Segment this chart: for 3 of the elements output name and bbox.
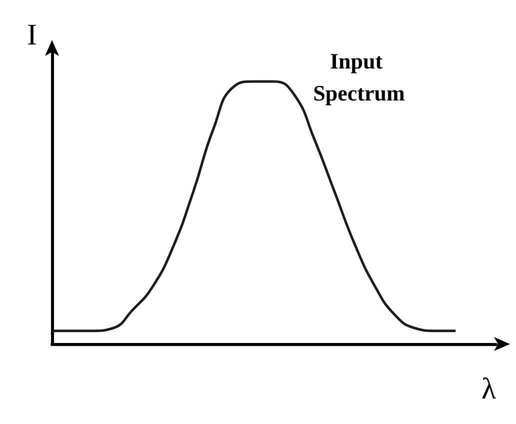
chart-title: Input Spectrum (313, 48, 405, 106)
x-axis-title: λ (481, 372, 496, 406)
y-axis-title: I (27, 18, 37, 52)
